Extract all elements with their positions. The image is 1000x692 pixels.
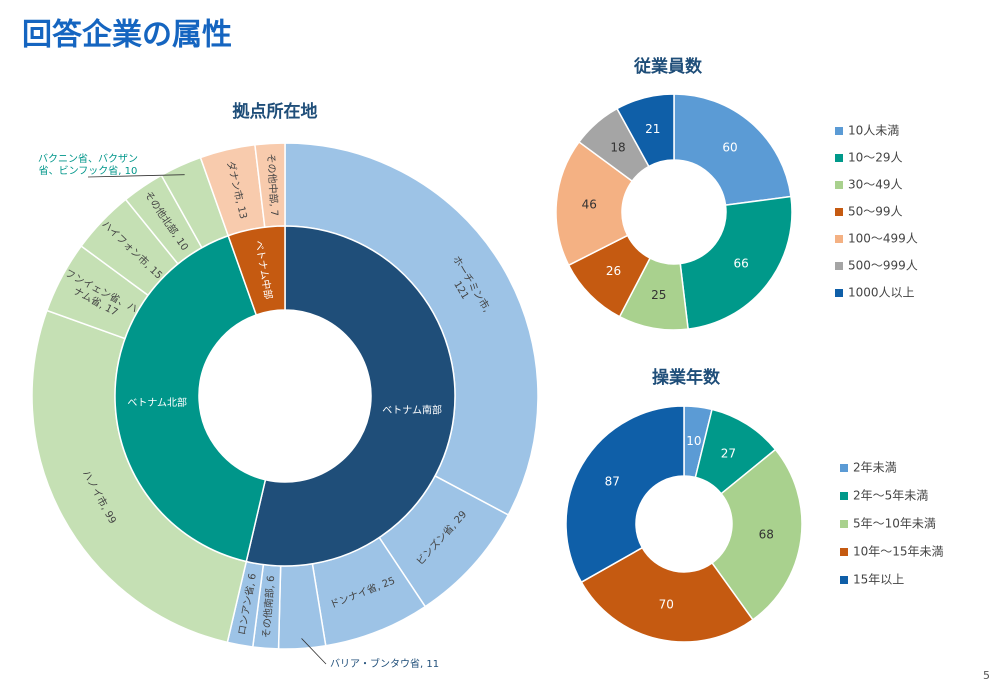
inner-segment [227,225,286,316]
leader-line [301,638,327,665]
inner-segment [114,234,267,563]
legend-label: 10年〜15年未満 [853,545,944,559]
legend-swatch [840,548,848,556]
outer-label-line: その他中部, 7 [265,153,282,216]
chart-title: 従業員数 [633,56,703,77]
value-label: 18 [610,141,625,155]
donut-segment [555,140,634,267]
inner-label: ベトナム南部 [382,404,442,417]
value-label: 66 [734,257,749,271]
value-label: 27 [721,446,736,460]
legend-label: 1000人以上 [848,286,915,300]
legend-swatch [840,520,848,528]
outer-label-line: 省、ビンフック省, 10 [39,164,138,177]
inner-label: ベトナム北部 [127,396,187,409]
chart-title: 操業年数 [652,367,721,388]
legend-label: 100〜499人 [848,232,918,246]
legend-label: 500〜999人 [848,259,918,273]
legend-label: 50〜99人 [848,205,903,219]
legend-swatch [835,289,843,297]
donut-segment [580,546,754,643]
legend-label: 2年未満 [853,461,897,475]
legend-swatch [835,154,843,162]
legend-label: 5年〜10年未満 [853,517,936,531]
page-number: 5 [983,669,990,682]
legend-swatch [835,181,843,189]
donut-segment [616,93,675,168]
legend-swatch [835,127,843,135]
value-label: 25 [651,288,666,302]
value-label: 10 [686,434,701,448]
outer-label: バクニン省、バクザン省、ビンフック省, 10 [38,152,138,177]
legend-swatch [840,576,848,584]
legend-swatch [840,492,848,500]
chart-title: 拠点所在地 [233,101,318,122]
leader-line [87,174,185,178]
legend-label: 15年以上 [853,573,904,587]
legend-label: 10人未満 [848,124,899,138]
value-label: 70 [659,598,674,612]
value-label: 68 [759,527,774,541]
value-label: 87 [605,475,620,489]
legend-label: 2年〜5年未満 [853,489,928,503]
donut-segment [710,448,803,621]
legend-swatch [835,235,843,243]
page-title: 回答企業の属性 [22,18,232,53]
legend-label: 10〜29人 [848,151,903,165]
legend-label: 30〜49人 [848,178,903,192]
legend-swatch [840,464,848,472]
value-label: 60 [722,141,737,155]
donut-segment [565,405,685,584]
outer-label: その他中部, 7 [265,153,282,216]
outer-label: バリア・ブンタウ省, 11 [330,657,439,670]
legend-swatch [835,208,843,216]
value-label: 21 [645,122,660,136]
value-label: 26 [606,264,621,278]
outer-label-line: バリア・ブンタウ省, 11 [330,657,439,670]
value-label: 46 [582,197,597,211]
donut-segment [673,93,792,207]
inner-segment [245,225,456,567]
donut-segment [679,195,793,330]
outer-label-line: バクニン省、バクザン [38,152,138,165]
legend-swatch [835,262,843,270]
